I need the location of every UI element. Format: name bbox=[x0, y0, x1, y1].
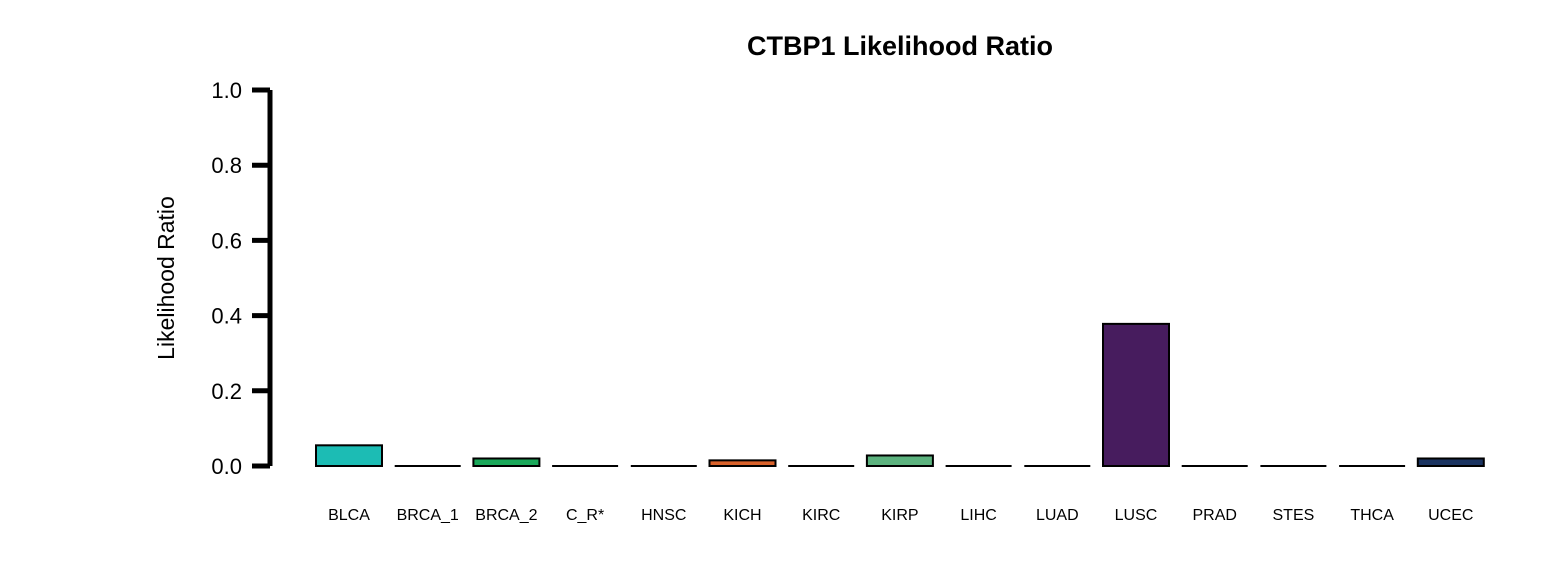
y-tick-label: 0.6 bbox=[211, 228, 242, 253]
x-tick-label: THCA bbox=[1350, 507, 1394, 524]
x-tick-label: BRCA_1 bbox=[397, 507, 459, 524]
y-axis: 0.0 0.2 0.4 0.6 0.8 1.0 bbox=[211, 78, 273, 479]
bar-blca bbox=[315, 444, 383, 468]
y-tick-label: 0.2 bbox=[211, 379, 242, 404]
y-tick-label: 0.4 bbox=[211, 304, 242, 329]
bar-ucec bbox=[1416, 457, 1485, 468]
x-tick-label: UCEC bbox=[1428, 507, 1473, 524]
bar-kich bbox=[708, 459, 777, 467]
x-tick-label: BLCA bbox=[328, 507, 370, 524]
x-tick-label: LUAD bbox=[1036, 507, 1079, 524]
bar-lusc bbox=[1102, 322, 1170, 468]
bar-kirp bbox=[865, 454, 934, 467]
y-tick-label: 0.0 bbox=[211, 454, 242, 479]
x-tick-label: LIHC bbox=[960, 507, 996, 524]
x-tick-label: STES bbox=[1273, 507, 1315, 524]
x-tick-labels: BLCA BRCA_1 BRCA_2 C_R* HNSC KICH KIRC KIRP LIHC… bbox=[328, 507, 1473, 524]
y-tick-label: 1.0 bbox=[211, 78, 242, 103]
x-tick-label: KIRC bbox=[802, 507, 840, 524]
y-axis-label: Likelihood Ratio bbox=[153, 196, 179, 360]
x-tick-label: PRAD bbox=[1192, 507, 1236, 524]
x-tick-label: KIRP bbox=[881, 507, 918, 524]
x-tick-label: C_R* bbox=[566, 507, 604, 524]
x-tick-label: HNSC bbox=[641, 507, 686, 524]
y-tick-label: 0.8 bbox=[211, 153, 242, 178]
chart-title: CTBP1 Likelihood Ratio bbox=[747, 31, 1053, 61]
bars-group bbox=[315, 322, 1485, 468]
x-tick-label: LUSC bbox=[1115, 507, 1158, 524]
x-tick-label: BRCA_2 bbox=[475, 507, 537, 524]
x-tick-label: KICH bbox=[723, 507, 761, 524]
bar-brca_2 bbox=[472, 457, 541, 468]
